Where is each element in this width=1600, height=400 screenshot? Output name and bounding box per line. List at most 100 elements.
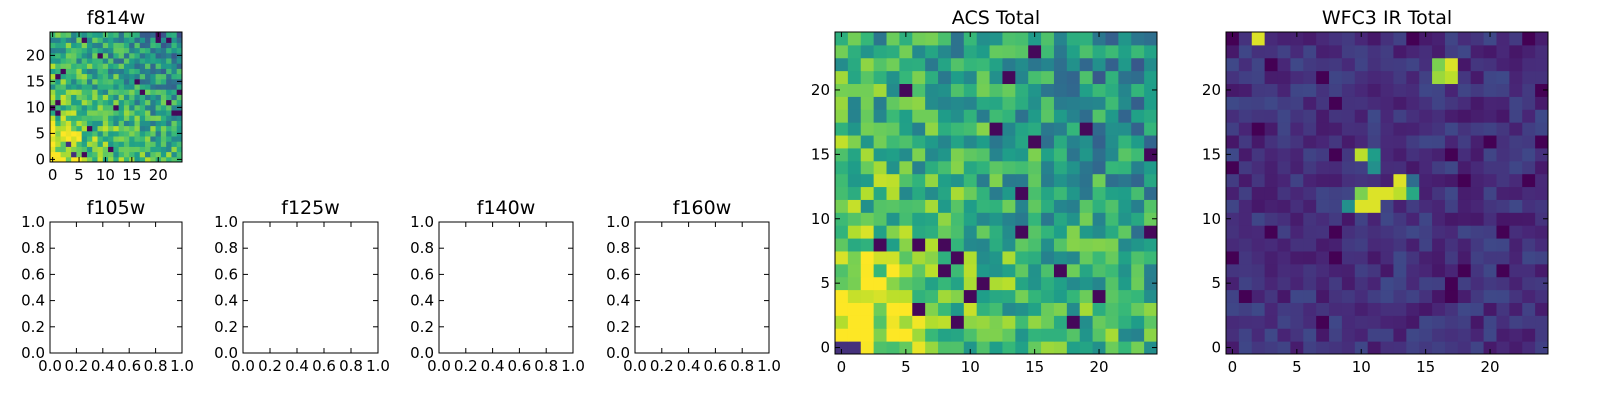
heatmap-cell: [1002, 160, 1016, 175]
heatmap-cell: [1238, 276, 1253, 291]
heatmap-cell: [134, 94, 141, 101]
y-tick-label: 0.6: [214, 265, 238, 283]
heatmap-cell: [1522, 328, 1536, 342]
heatmap-cell: [1419, 263, 1433, 278]
heatmap-cell: [76, 136, 83, 142]
heatmap-cell: [1238, 186, 1253, 200]
heatmap-cell: [989, 147, 1003, 162]
heatmap-cell: [176, 94, 183, 101]
heatmap-cell: [1406, 250, 1420, 265]
heatmap-cell: [1509, 238, 1523, 252]
heatmap-cell: [976, 32, 991, 46]
heatmap-cell: [899, 263, 913, 278]
heatmap-cell: [97, 32, 104, 38]
heatmap-cell: [171, 136, 178, 142]
heatmap-cell: [1041, 199, 1055, 213]
heatmap-cell: [1264, 199, 1279, 213]
heatmap-cell: [139, 52, 146, 59]
heatmap-cell: [1367, 173, 1382, 188]
heatmap-cell: [1367, 212, 1382, 226]
heatmap-cell: [1277, 173, 1291, 188]
heatmap-cell: [160, 68, 167, 75]
heatmap-cell: [55, 99, 62, 106]
heatmap-cell: [118, 84, 125, 90]
heatmap-cell: [1432, 173, 1446, 188]
heatmap-cell: [938, 250, 952, 265]
heatmap-cell: [938, 160, 952, 175]
heatmap-cell: [50, 151, 56, 158]
heatmap-cell: [123, 151, 130, 158]
heatmap-cell: [1444, 160, 1459, 175]
heatmap-cell: [1393, 250, 1407, 265]
heatmap-cell: [886, 32, 900, 46]
heatmap-cell: [1341, 238, 1356, 252]
heatmap-cell: [1105, 225, 1119, 239]
heatmap-cell: [123, 94, 130, 101]
heatmap-cell: [81, 125, 88, 132]
y-tick-label: 0.8: [21, 239, 45, 257]
heatmap-cell: [86, 52, 93, 59]
heatmap-cell: [145, 120, 151, 127]
heatmap-cell: [1509, 122, 1523, 136]
heatmap-cell: [108, 94, 114, 101]
heatmap-cell: [1066, 122, 1081, 136]
heatmap-cell: [1419, 302, 1433, 316]
heatmap-cell: [1316, 96, 1330, 110]
heatmap-cell: [108, 47, 114, 54]
heatmap-cell: [925, 212, 939, 226]
heatmap-cell: [81, 68, 88, 75]
heatmap-cell: [86, 136, 93, 142]
heatmap-cell: [1092, 315, 1106, 329]
heatmap-cell: [1290, 341, 1304, 355]
heatmap-cell: [118, 156, 125, 163]
heatmap-cell: [1105, 302, 1119, 316]
heatmap-cell: [1118, 263, 1132, 278]
heatmap-cell: [1290, 160, 1304, 175]
heatmap-cell: [171, 68, 178, 75]
heatmap-cell: [938, 70, 952, 85]
heatmap-cell: [1290, 44, 1304, 59]
y-tick-label: 15: [811, 145, 830, 163]
heatmap-cell: [1522, 186, 1536, 200]
heatmap-cell: [1144, 250, 1158, 265]
heatmap-cell: [76, 78, 83, 85]
heatmap-cell: [1354, 109, 1369, 123]
heatmap-cell: [1238, 315, 1253, 329]
heatmap-cell: [145, 52, 151, 59]
heatmap-cell: [1393, 70, 1407, 85]
heatmap-cell: [1251, 263, 1266, 278]
heatmap-cell: [963, 83, 978, 97]
heatmap-cell: [92, 78, 99, 85]
heatmap-cell: [886, 225, 900, 239]
heatmap-cell: [166, 52, 172, 59]
heatmap-cell: [155, 130, 162, 137]
heatmap-cell: [129, 63, 135, 69]
heatmap-cell: [76, 146, 83, 153]
heatmap-cell: [113, 63, 120, 69]
y-tick-label: 15: [1202, 145, 1221, 163]
heatmap-cell: [166, 104, 172, 111]
heatmap-cell: [1393, 276, 1407, 291]
heatmap-cell: [1251, 44, 1266, 59]
heatmap-cell: [92, 73, 99, 80]
heatmap-cell: [1316, 109, 1330, 123]
heatmap-cell: [160, 136, 167, 142]
heatmap-cell: [1432, 186, 1446, 200]
heatmap-cell: [1457, 96, 1472, 110]
heatmap-cell: [1015, 83, 1029, 97]
heatmap-cell: [1002, 96, 1016, 110]
heatmap-cell: [1226, 96, 1240, 110]
heatmap-cell: [1144, 289, 1158, 303]
heatmap-cell: [102, 151, 109, 158]
heatmap-cell: [1144, 225, 1158, 239]
heatmap-cell: [92, 104, 99, 111]
heatmap-cell: [1028, 186, 1042, 200]
heatmap-cell: [1522, 109, 1536, 123]
heatmap-cell: [65, 47, 72, 54]
heatmap-cell: [835, 173, 849, 188]
heatmap-cell: [976, 276, 991, 291]
heatmap-cell: [1264, 289, 1279, 303]
heatmap-cell: [950, 122, 965, 136]
heatmap-cell: [1419, 96, 1433, 110]
heatmap-cell: [145, 94, 151, 101]
